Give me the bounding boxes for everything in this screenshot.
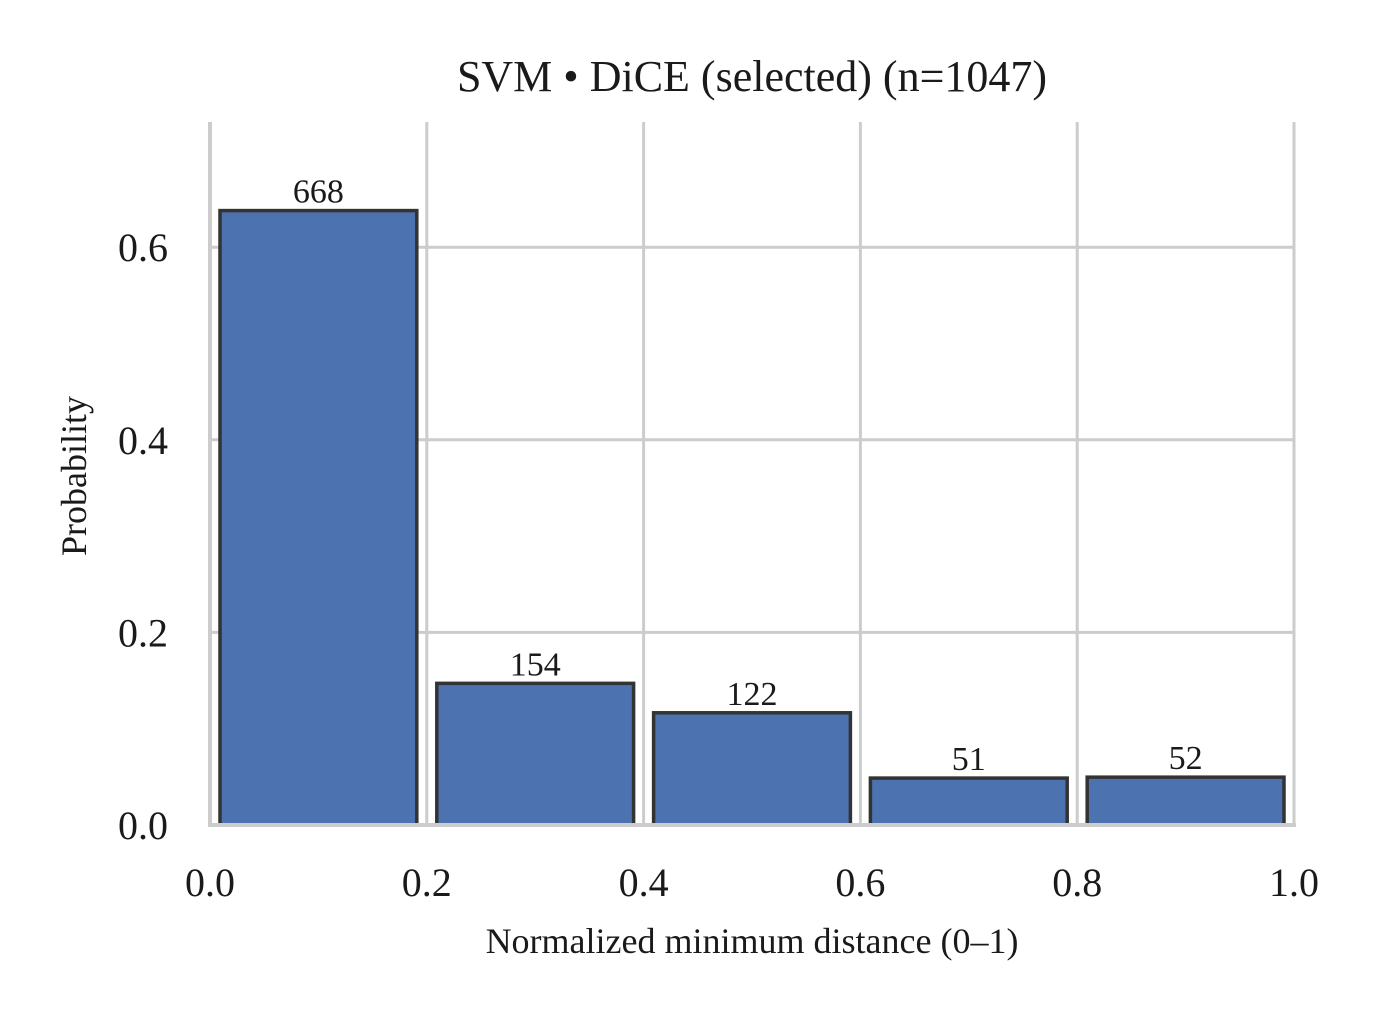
histogram-bar [435,681,636,827]
chart-title: SVM • DiCE (selected) (n=1047) [457,52,1047,101]
y-tick-label: 0.0 [118,803,168,848]
bar-labels: 668 154 122 51 52 [293,174,1203,779]
y-tick-label: 0.2 [118,610,168,655]
x-axis-label: Normalized minimum distance (0–1) [486,921,1019,961]
bar-count-label: 122 [727,676,778,713]
x-tick-label: 0.0 [185,860,235,905]
x-tick-label: 0.4 [619,860,669,905]
axis-spines [208,122,1296,827]
histogram-bar [868,776,1069,827]
bars [218,208,1286,827]
x-tick-label: 0.2 [402,860,452,905]
y-tick-label: 0.4 [118,418,168,463]
y-axis-label: Probability [54,396,94,556]
x-tick-labels: 0.0 0.2 0.4 0.6 0.8 1.0 [185,860,1319,905]
bar-count-label: 154 [510,646,561,683]
bar-count-label: 51 [952,741,986,778]
x-tick-label: 0.6 [835,860,885,905]
x-tick-label: 1.0 [1269,860,1319,905]
histogram-bar [1085,775,1286,827]
bar-count-label: 52 [1169,740,1203,777]
bar-count-label: 668 [293,174,344,211]
y-tick-labels: 0.0 0.2 0.4 0.6 [118,225,168,848]
y-tick-label: 0.6 [118,225,168,270]
histogram-bar [218,208,419,827]
x-tick-label: 0.8 [1052,860,1102,905]
histogram-bar [651,711,853,827]
